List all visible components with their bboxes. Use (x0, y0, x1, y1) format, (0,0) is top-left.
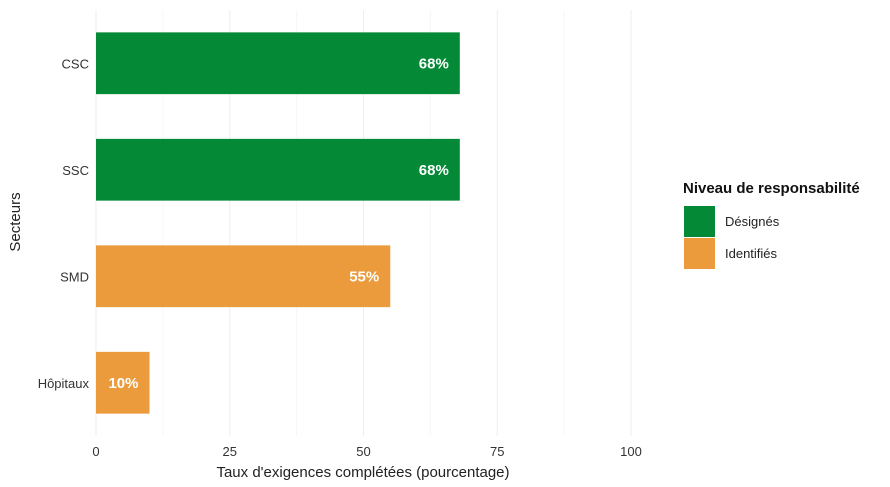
bar (96, 351, 150, 414)
bar-data-label: 68% (419, 55, 449, 72)
y-tick-label: SMD (60, 269, 89, 284)
legend-label: Identifiés (725, 246, 778, 261)
bar-data-label: 55% (349, 268, 379, 285)
legend-swatch (684, 206, 715, 237)
legend-label: Désignés (725, 214, 780, 229)
bar-data-label: 10% (108, 375, 138, 392)
y-tick-label: CSC (62, 56, 89, 71)
bar (96, 245, 391, 308)
x-tick-label: 50 (356, 444, 370, 459)
bar (96, 138, 460, 201)
y-tick-labels: CSC SSC SMD Hôpitaux (38, 56, 90, 391)
x-tick-label: 0 (92, 444, 99, 459)
legend-swatch (684, 238, 715, 269)
bar-data-label: 68% (419, 162, 449, 179)
x-tick-label: 100 (620, 444, 642, 459)
legend-items: Désignés Identifiés (684, 206, 780, 269)
bars: 68% 68% 55% 10% (96, 32, 460, 414)
legend-title: Niveau de responsabilité (683, 180, 860, 197)
y-tick-label: SSC (62, 163, 89, 178)
x-axis-title: Taux d'exigences complétées (pourcentage… (216, 464, 509, 481)
x-tick-label: 75 (490, 444, 504, 459)
x-tick-labels: 0 25 50 75 100 (92, 444, 641, 459)
bar (96, 32, 460, 95)
x-tick-label: 25 (223, 444, 237, 459)
legend: Niveau de responsabilité Désignés Identif… (683, 180, 860, 269)
y-axis-title: Secteurs (7, 192, 24, 251)
y-tick-label: Hôpitaux (38, 376, 90, 391)
